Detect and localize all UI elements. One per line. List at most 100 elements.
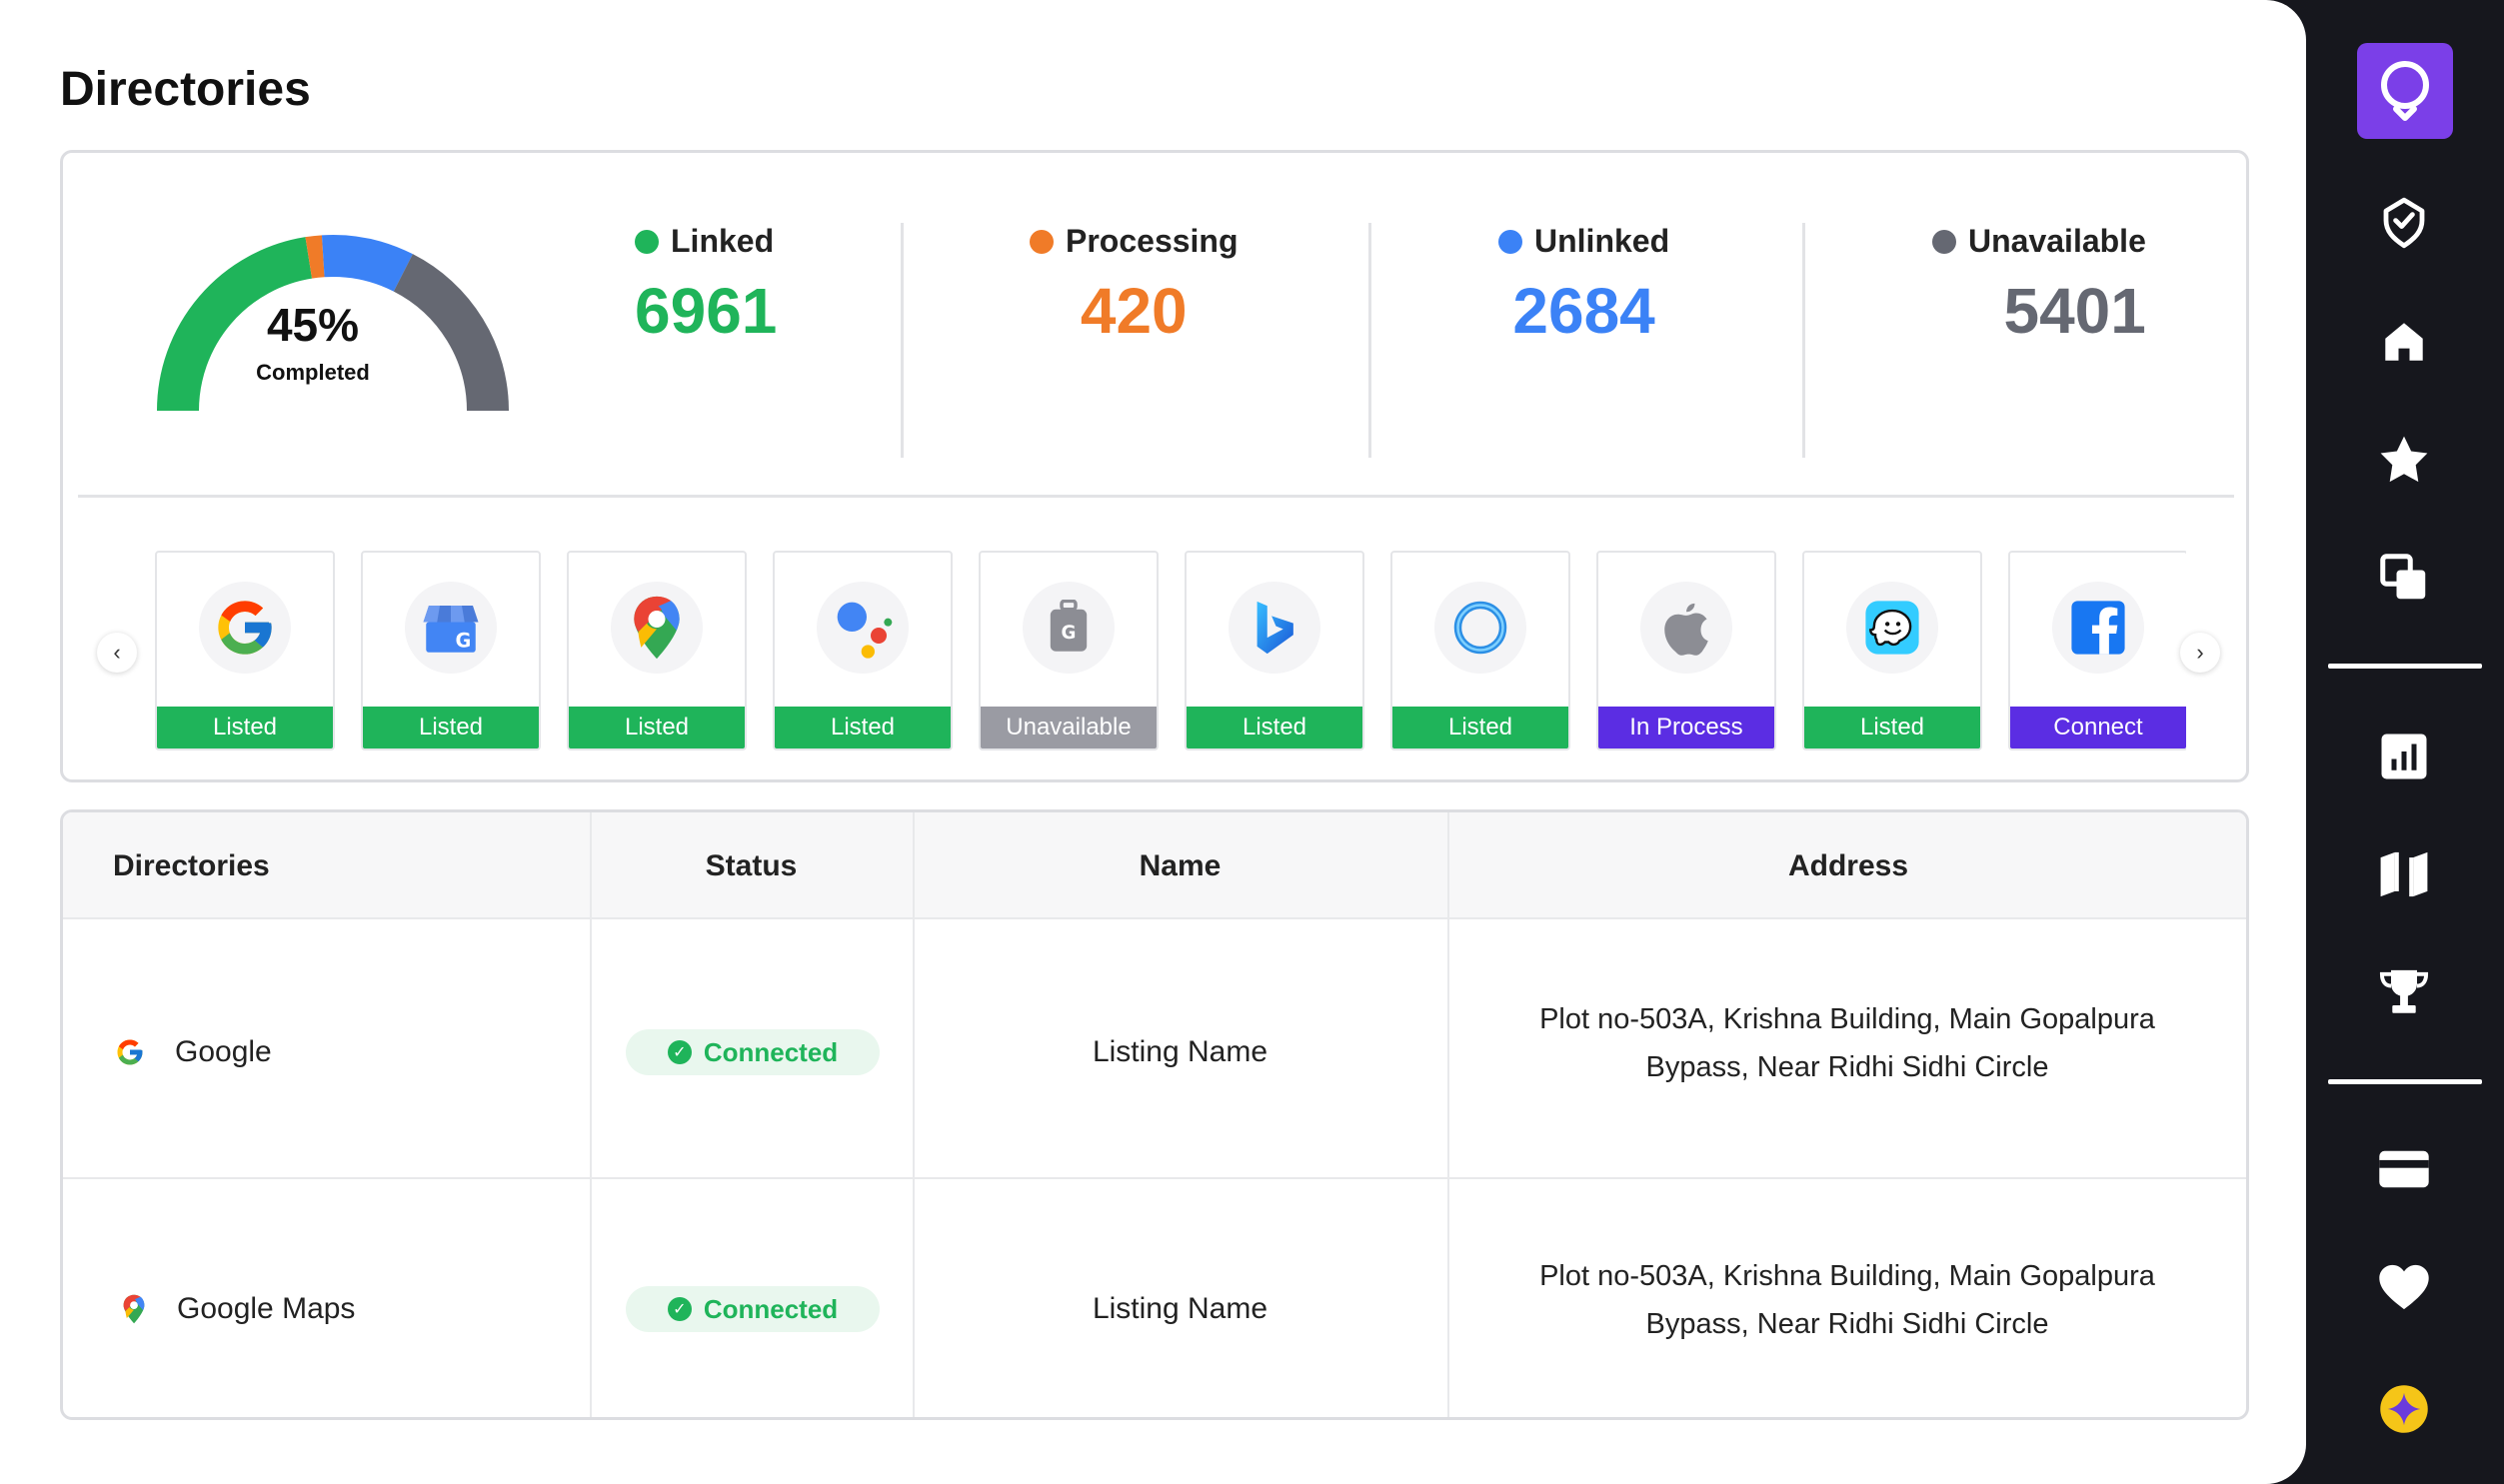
header-directories[interactable]: Directories: [113, 848, 270, 882]
page-title: Directories: [60, 63, 311, 116]
badge-check-icon: [2383, 197, 2425, 249]
stat-unavailable: Unavailable 5401: [1932, 223, 2146, 348]
column-divider: [1447, 812, 1449, 1417]
directory-name: Google: [175, 1035, 272, 1068]
tile-status: Connect: [2010, 707, 2186, 748]
sidebar-separator: [2328, 1079, 2482, 1084]
status-badge: ✓ Connected: [626, 1029, 880, 1075]
listing-name: Listing Name: [1092, 1035, 1268, 1068]
directories-table: Directories Status Name Address Google ✓…: [60, 809, 2249, 1420]
directory-tile-google-assistant[interactable]: Listed: [773, 551, 953, 750]
sidebar: [2306, 0, 2504, 1484]
tile-status: Listed: [1187, 707, 1362, 748]
directory-tile-waze[interactable]: Listed: [1802, 551, 1982, 750]
stat-processing-value: 420: [1080, 275, 1188, 347]
address-line: Bypass, Near Ridhi Sidhi Circle: [1645, 1051, 2049, 1083]
nav-wishlist[interactable]: [2374, 1257, 2434, 1317]
carousel-next-button[interactable]: ›: [2180, 633, 2220, 673]
directory-tile-cortana[interactable]: Listed: [1390, 551, 1570, 750]
gauge-segment-linked: [157, 237, 313, 411]
stat-linked-value: 6961: [635, 275, 778, 347]
tile-status: Listed: [157, 707, 333, 748]
nav-badge[interactable]: [2374, 193, 2434, 253]
nav-map[interactable]: [2374, 844, 2434, 904]
gauge-segment-processing: [305, 235, 325, 279]
progress-gauge: [157, 235, 509, 411]
cortana-icon: [1453, 601, 1507, 655]
nav-home[interactable]: [2374, 312, 2434, 372]
directory-tile-bing[interactable]: Listed: [1185, 551, 1364, 750]
chevron-right-icon: ›: [2196, 640, 2204, 665]
divider: [1368, 223, 1371, 458]
nav-reports[interactable]: [2374, 727, 2434, 786]
star-icon: [2380, 436, 2428, 483]
unlinked-dot: [1498, 229, 1522, 254]
luggage-icon: G: [1050, 600, 1088, 652]
directory-tile-google[interactable]: Listed: [155, 551, 335, 750]
progress-label: Completed: [256, 360, 370, 385]
stat-unlinked-value: 2684: [1512, 275, 1655, 347]
directory-tile-apple[interactable]: In Process: [1596, 551, 1776, 750]
app-logo[interactable]: [2357, 43, 2453, 139]
directory-tile-google-business[interactable]: G Listed: [361, 551, 541, 750]
table-row[interactable]: Google Maps: [121, 1284, 355, 1334]
divider: [901, 223, 904, 458]
google-maps-icon: [123, 1294, 145, 1324]
header-status[interactable]: Status: [705, 848, 798, 882]
processing-dot: [1030, 229, 1054, 254]
listing-address: Plot no-503A, Krishna Building, Main Gop…: [1477, 1252, 2217, 1348]
google-icon: [117, 1039, 143, 1065]
header-address[interactable]: Address: [1787, 848, 1909, 882]
directory-tile-google-maps[interactable]: Listed: [567, 551, 747, 750]
copy-icon: [2380, 554, 2426, 600]
nav-copy[interactable]: [2374, 548, 2434, 608]
listing-name: Listing Name: [1092, 1292, 1268, 1325]
map-icon: [2380, 851, 2428, 897]
sparkle-icon: [2380, 1385, 2428, 1433]
summary-card: 45% Completed Linked 6961 Processing 420…: [60, 150, 2249, 782]
apple-icon: [1664, 603, 1708, 656]
directory-carousel: Listed G Listed: [155, 551, 2186, 755]
bing-icon: [1256, 601, 1293, 655]
nav-billing[interactable]: [2374, 1139, 2434, 1199]
divider: [1802, 223, 1805, 458]
carousel-prev-button[interactable]: ‹: [97, 633, 137, 673]
stat-processing: Processing 420: [1030, 223, 1239, 348]
home-icon: [2385, 323, 2423, 361]
address-line: Plot no-503A, Krishna Building, Main Gop…: [1539, 1260, 2155, 1292]
stat-processing-label: Processing: [1066, 223, 1239, 259]
stat-unavailable-label: Unavailable: [1968, 223, 2146, 259]
bar-chart-icon: [2381, 734, 2427, 779]
address-line: Bypass, Near Ridhi Sidhi Circle: [1645, 1308, 2049, 1340]
svg-text:G: G: [455, 629, 471, 652]
gauge-segment-unavailable: [393, 254, 509, 411]
directory-tile-luggage[interactable]: G Unavailable: [979, 551, 1159, 750]
unavailable-dot: [1932, 229, 1956, 254]
heart-icon: [2379, 1264, 2429, 1310]
check-icon: ✓: [667, 1040, 692, 1064]
header-name[interactable]: Name: [1139, 848, 1222, 882]
tile-status: Listed: [569, 707, 745, 748]
progress-percent: 45%: [266, 299, 360, 351]
directory-tile-facebook[interactable]: Connect: [2008, 551, 2186, 750]
sidebar-separator: [2328, 664, 2482, 669]
chevron-left-icon: ‹: [113, 640, 121, 665]
stat-linked: Linked 6961: [635, 223, 777, 348]
check-icon: ✓: [667, 1297, 692, 1321]
waze-icon: [1865, 601, 1919, 655]
directory-name: Google Maps: [177, 1292, 356, 1325]
stat-unlinked: Unlinked 2684: [1498, 223, 1669, 348]
section-divider: [78, 495, 2234, 498]
stat-unavailable-value: 5401: [2003, 275, 2146, 347]
google-icon: [218, 601, 272, 655]
tile-status: Unavailable: [981, 707, 1157, 748]
tile-status: Listed: [1392, 707, 1568, 748]
google-maps-icon: [634, 596, 680, 660]
credit-card-icon: [2379, 1150, 2429, 1188]
main-panel: Directories 45% Completed Linked 6961 Pr…: [0, 0, 2306, 1484]
trophy-icon: [2379, 969, 2429, 1013]
nav-trophy[interactable]: [2374, 962, 2434, 1022]
table-row[interactable]: Google: [115, 1027, 272, 1077]
nav-premium[interactable]: [2374, 1379, 2434, 1439]
nav-favorites[interactable]: [2374, 430, 2434, 490]
